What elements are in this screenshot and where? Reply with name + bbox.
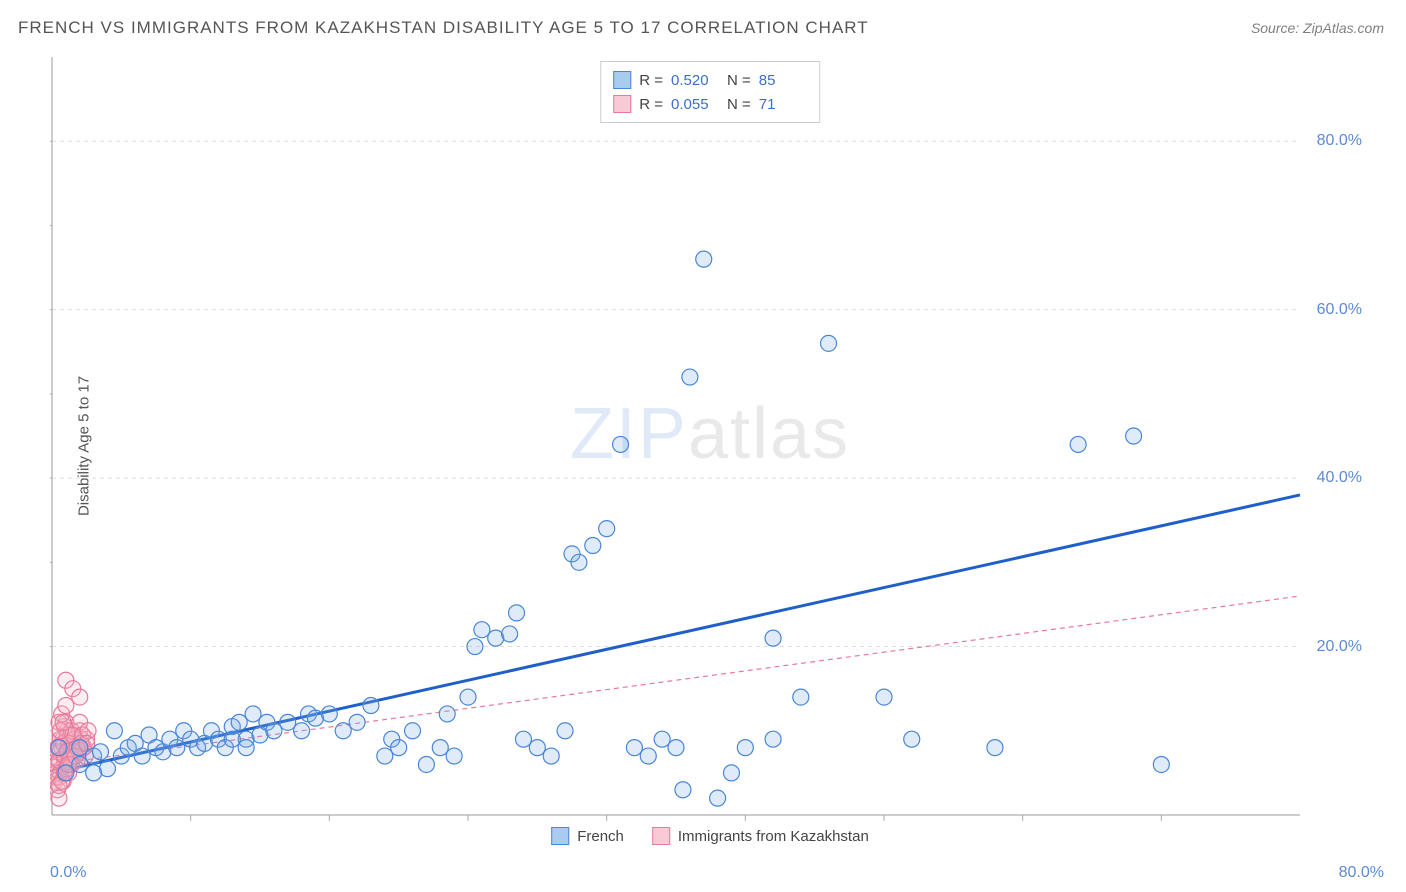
r-value: 0.055 xyxy=(671,96,719,113)
chart-title: FRENCH VS IMMIGRANTS FROM KAZAKHSTAN DIS… xyxy=(18,18,869,38)
n-value: 85 xyxy=(759,72,807,89)
n-label: N = xyxy=(727,96,751,113)
x-tick-label-max: 80.0% xyxy=(1339,864,1384,882)
legend-label: Immigrants from Kazakhstan xyxy=(678,828,869,845)
x-tick-label-min: 0.0% xyxy=(50,864,86,882)
legend-swatch xyxy=(613,71,631,89)
legend-swatch xyxy=(551,827,569,845)
scatter-chart xyxy=(50,55,1370,845)
plot-area: ZIPatlas R =0.520N =85R =0.055N =71 Fren… xyxy=(50,55,1370,845)
legend-swatch xyxy=(652,827,670,845)
legend-item: Immigrants from Kazakhstan xyxy=(652,827,869,845)
legend-swatch xyxy=(613,95,631,113)
stats-legend-row: R = 0.055 N = 71 xyxy=(613,92,807,116)
source-label: Source: ZipAtlas.com xyxy=(1251,20,1384,36)
y-tick-label: 40.0% xyxy=(1317,469,1362,487)
n-label: N = xyxy=(727,72,751,89)
y-tick-label: 60.0% xyxy=(1317,301,1362,319)
n-value: 71 xyxy=(759,96,807,113)
series-legend: French Immigrants from Kazakhstan xyxy=(551,827,869,845)
y-tick-label: 80.0% xyxy=(1317,132,1362,150)
y-tick-label: 20.0% xyxy=(1317,638,1362,656)
legend-label: French xyxy=(577,828,624,845)
r-label: R = xyxy=(639,96,663,113)
stats-legend-row: R = 0.520 N = 85 xyxy=(613,68,807,92)
r-label: R = xyxy=(639,72,663,89)
stats-legend: R = 0.520 N = 85 R = 0.055 N = 71 xyxy=(600,61,820,123)
legend-item: French xyxy=(551,827,624,845)
r-value: 0.520 xyxy=(671,72,719,89)
